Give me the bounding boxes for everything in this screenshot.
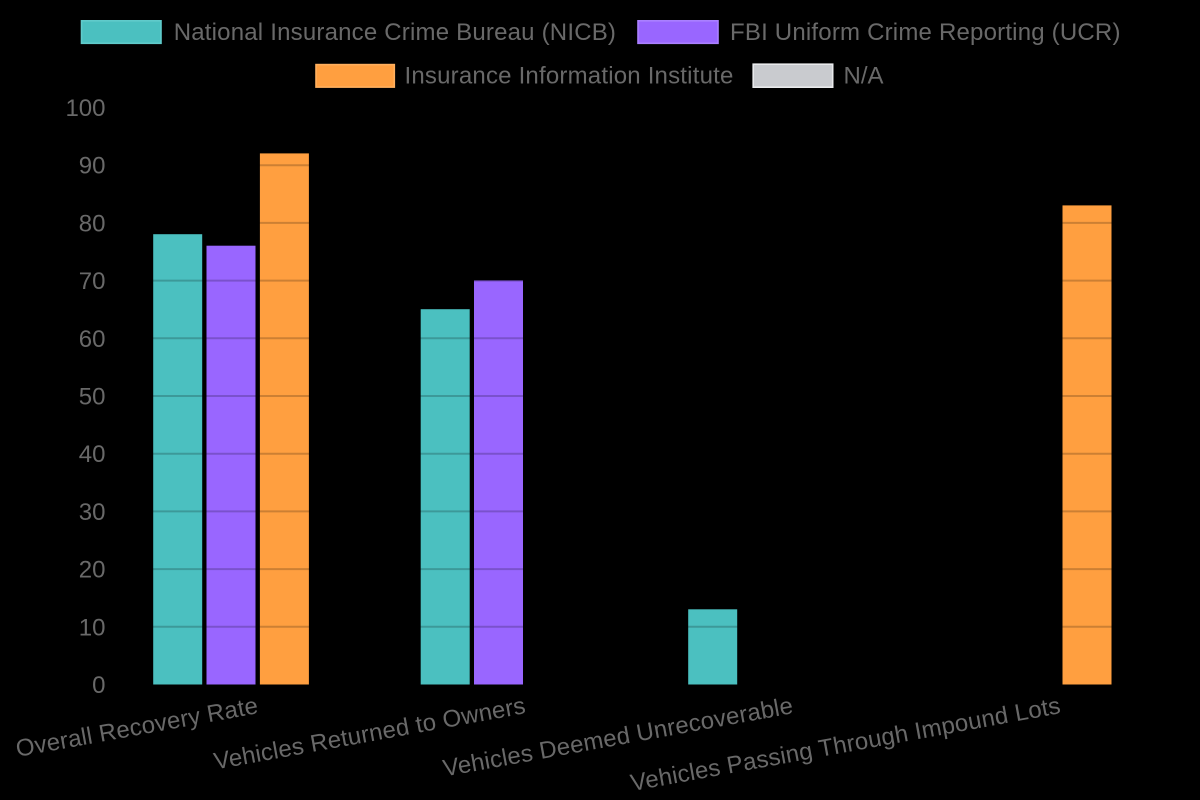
svg-text:100: 100 — [65, 95, 105, 122]
svg-text:0: 0 — [92, 672, 105, 699]
svg-text:40: 40 — [79, 441, 106, 468]
svg-text:FBI Uniform Crime Reporting (U: FBI Uniform Crime Reporting (UCR) — [730, 19, 1121, 46]
svg-text:20: 20 — [79, 557, 106, 584]
svg-text:10: 10 — [79, 614, 106, 641]
svg-text:Insurance Information Institut: Insurance Information Institute — [405, 62, 734, 89]
svg-text:70: 70 — [79, 268, 106, 295]
svg-text:N/A: N/A — [844, 62, 884, 89]
svg-text:50: 50 — [79, 384, 106, 411]
svg-text:60: 60 — [79, 326, 106, 353]
svg-text:80: 80 — [79, 210, 106, 237]
svg-text:30: 30 — [79, 499, 106, 526]
svg-text:90: 90 — [79, 153, 106, 180]
svg-text:National Insurance Crime Burea: National Insurance Crime Bureau (NICB) — [174, 19, 616, 46]
